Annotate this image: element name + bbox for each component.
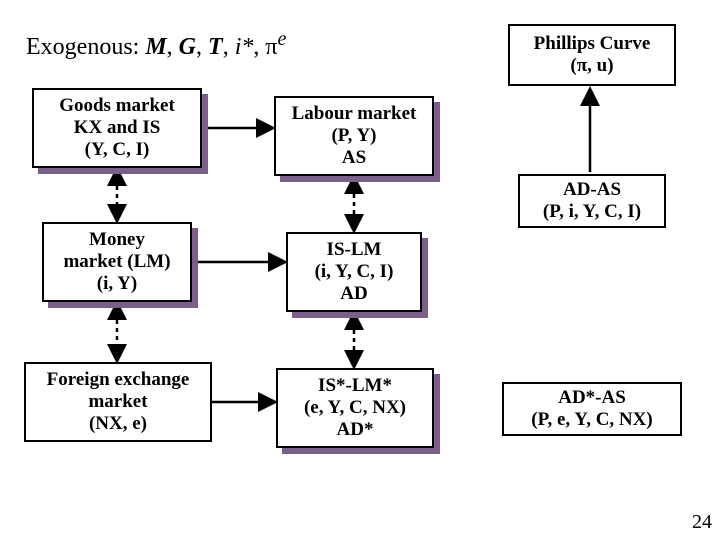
box-labour-line: Labour market — [292, 103, 417, 125]
box-adstaras-line: AD*-AS — [558, 387, 626, 409]
box-fx: Foreign exchangemarket(NX, e) — [24, 362, 212, 442]
box-money-line: (i, Y) — [97, 273, 137, 295]
box-fx-line: Foreign exchange — [47, 369, 190, 391]
page-number: 24 — [692, 511, 712, 534]
box-islmstar-line: AD* — [337, 419, 374, 441]
box-islm-line: (i, Y, C, I) — [315, 261, 394, 283]
box-islmstar: IS*-LM*(e, Y, C, NX)AD* — [276, 368, 434, 448]
box-fx-line: (NX, e) — [89, 413, 147, 435]
box-adas-line: AD-AS — [563, 179, 621, 201]
box-phillips-line: (π, u) — [570, 55, 613, 77]
diagram-stage: Exogenous: M, G, T, i*, πe 24 Goods mark… — [0, 0, 720, 540]
box-islm-line: AD — [340, 283, 367, 305]
box-goods-line: (Y, C, I) — [85, 139, 150, 161]
box-islmstar-line: IS*-LM* — [318, 375, 392, 397]
box-adas: AD-AS(P, i, Y, C, I) — [518, 174, 666, 228]
box-labour-line: AS — [342, 147, 366, 169]
box-phillips-line: Phillips Curve — [534, 33, 651, 55]
box-islmstar-line: (e, Y, C, NX) — [304, 397, 406, 419]
box-money: Moneymarket (LM)(i, Y) — [42, 222, 192, 302]
box-adstaras: AD*-AS(P, e, Y, C, NX) — [502, 382, 682, 436]
box-goods: Goods marketKX and IS(Y, C, I) — [32, 88, 202, 168]
box-phillips: Phillips Curve(π, u) — [508, 24, 676, 86]
box-fx-line: market — [88, 391, 147, 413]
box-goods-line: Goods market — [59, 95, 175, 117]
box-labour: Labour market(P, Y)AS — [274, 96, 434, 176]
box-islm-line: IS-LM — [327, 239, 382, 261]
box-goods-line: KX and IS — [74, 117, 161, 139]
box-labour-line: (P, Y) — [331, 125, 376, 147]
title-exogenous: Exogenous: M, G, T, i*, πe — [26, 28, 286, 61]
box-adas-line: (P, i, Y, C, I) — [543, 201, 641, 223]
box-islm: IS-LM(i, Y, C, I)AD — [286, 232, 422, 312]
box-money-line: market (LM) — [63, 251, 170, 273]
box-money-line: Money — [89, 229, 145, 251]
box-adstaras-line: (P, e, Y, C, NX) — [531, 409, 652, 431]
